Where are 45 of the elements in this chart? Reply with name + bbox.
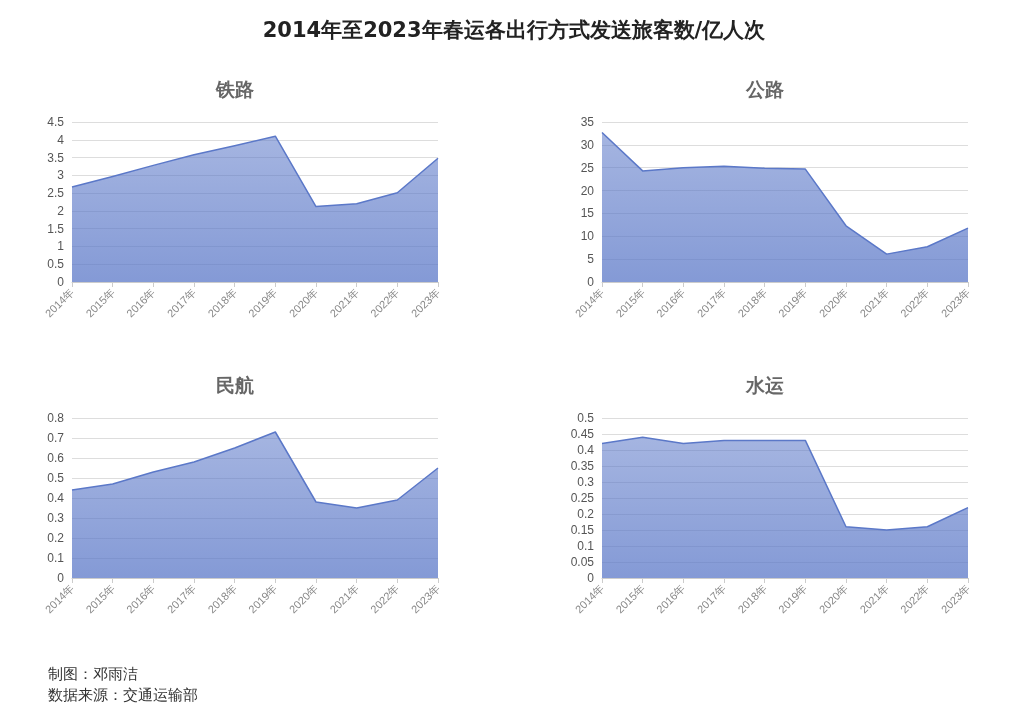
y-tick-label: 0 xyxy=(57,571,65,585)
y-tick-label: 1 xyxy=(57,239,65,254)
y-tick-label: 0.1 xyxy=(577,539,595,553)
y-tick-label: 0.2 xyxy=(577,507,595,521)
y-tick-label: 0 xyxy=(57,275,65,289)
y-tick-label: 0.3 xyxy=(577,475,595,489)
text: 制图：邓雨洁 xyxy=(48,664,139,685)
y-tick-label: 0.05 xyxy=(570,555,595,569)
y-tick-label: 35 xyxy=(580,115,595,129)
y-tick-label: 0.15 xyxy=(570,523,595,537)
y-tick-label: 0.25 xyxy=(570,491,595,505)
y-tick-label: 20 xyxy=(580,183,595,198)
chart-title: 铁路 xyxy=(215,77,254,100)
chart-title: 民航 xyxy=(216,373,254,396)
y-tick-label: 0.35 xyxy=(570,459,595,473)
y-tick-label: 0 xyxy=(587,571,595,585)
y-tick-label: 0.5 xyxy=(577,411,595,425)
y-tick-label: 5 xyxy=(587,252,595,267)
y-tick-label: 0.4 xyxy=(577,443,595,457)
source-note: 数据来源：交通运输部 xyxy=(48,685,198,706)
y-tick-label: 0.5 xyxy=(47,471,65,485)
chart-title: 水运 xyxy=(745,373,784,396)
y-tick-label: 2 xyxy=(57,203,65,218)
y-tick-label: 0 xyxy=(587,275,595,289)
y-tick-label: 0.6 xyxy=(47,451,65,465)
text: 2014年至2023年春运各出行方式发送旅客数/亿人次 xyxy=(261,17,767,44)
y-tick-label: 4.5 xyxy=(47,115,65,129)
y-tick-label: 2.5 xyxy=(47,186,65,201)
y-tick-label: 0.45 xyxy=(570,427,595,441)
y-tick-label: 4 xyxy=(57,132,65,147)
chart-title: 公路 xyxy=(745,77,784,100)
y-tick-label: 10 xyxy=(580,229,595,244)
y-tick-label: 15 xyxy=(580,206,595,221)
y-tick-label: 0.5 xyxy=(47,257,65,272)
y-tick-label: 0.4 xyxy=(47,491,65,505)
y-tick-label: 1.5 xyxy=(47,221,65,236)
y-tick-label: 0.3 xyxy=(47,511,65,525)
y-tick-label: 0.8 xyxy=(47,411,65,425)
y-tick-label: 0.7 xyxy=(47,431,65,445)
y-tick-label: 0.2 xyxy=(47,531,65,545)
y-tick-label: 0.1 xyxy=(47,551,65,565)
y-tick-label: 30 xyxy=(580,137,595,152)
y-tick-label: 3.5 xyxy=(47,150,65,165)
y-tick-label: 3 xyxy=(57,168,65,183)
y-tick-label: 25 xyxy=(580,160,595,175)
